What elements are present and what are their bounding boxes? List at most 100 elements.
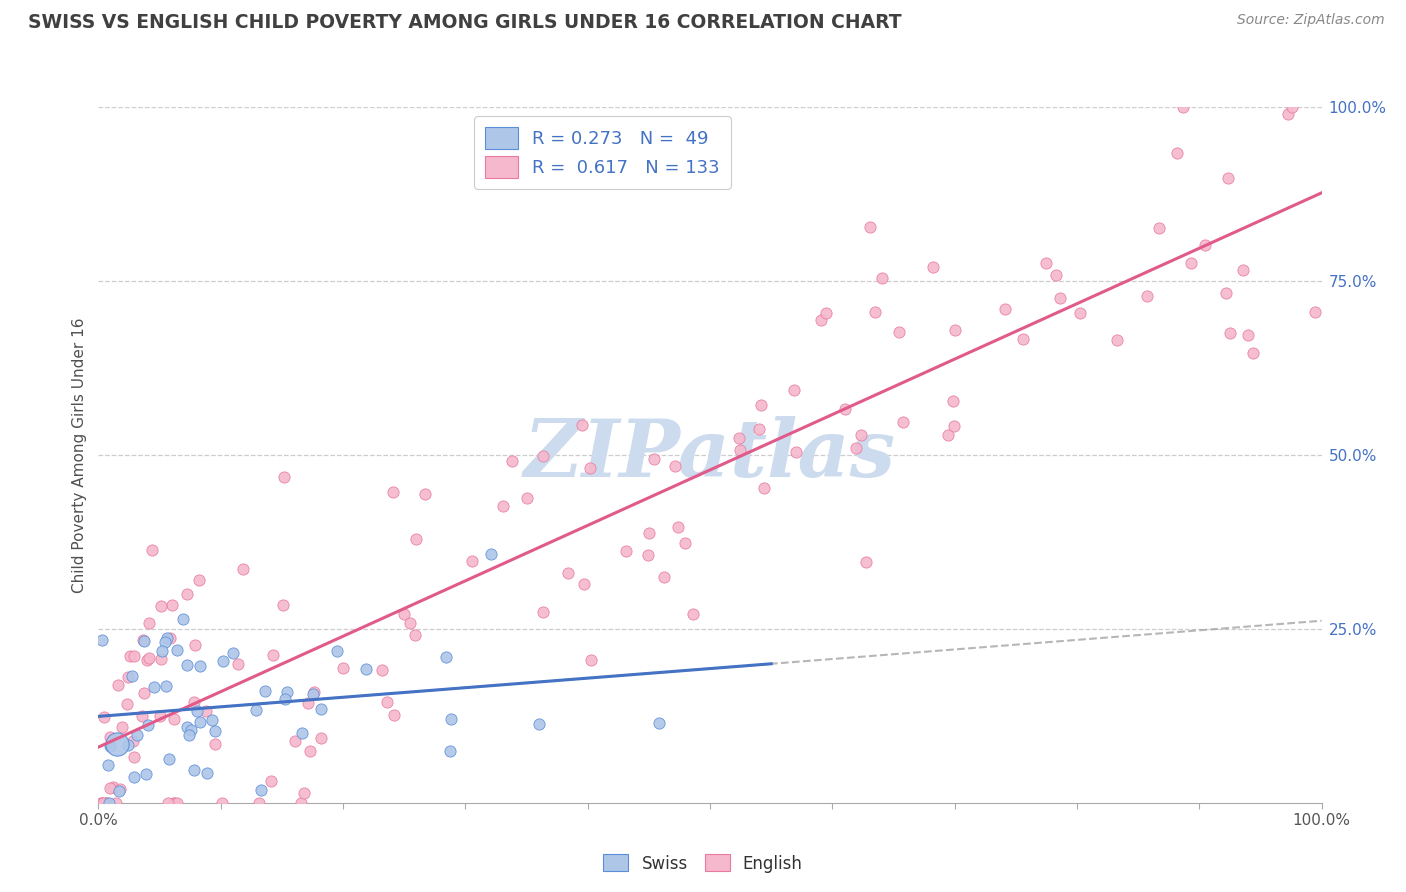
Point [666,520,689,534]
Point [107,678,129,692]
Point [682,607,704,621]
Point [90,796,112,810]
Point [994,301,1017,316]
Point [1012,332,1035,346]
Point [135,767,157,781]
Point [166,643,188,657]
Point [405,532,427,546]
Point [110,721,132,735]
Point [149,709,172,723]
Point [132,686,155,700]
Point [276,684,298,698]
Point [1045,268,1067,282]
Point [810,313,832,327]
Point [664,459,686,474]
Point [150,652,173,666]
Point [122,770,145,784]
Point [274,691,297,706]
Point [1215,285,1237,300]
Point [110,781,132,796]
Point [1147,221,1170,235]
Point [98,796,121,810]
Point [291,725,314,739]
Point [1069,306,1091,320]
Point [138,650,160,665]
Point [936,428,959,442]
Point [943,418,966,433]
Point [942,394,965,409]
Point [249,782,271,797]
Point [226,657,249,672]
Point [162,796,184,810]
Y-axis label: Child Poverty Among Girls Under 16: Child Poverty Among Girls Under 16 [72,318,87,592]
Point [150,644,173,658]
Point [557,566,579,580]
Point [97,758,120,772]
Point [302,685,325,699]
Point [783,383,806,397]
Point [1180,256,1202,270]
Point [614,543,637,558]
Point [332,660,354,674]
Point [754,481,776,495]
Point [132,633,155,648]
Point [943,323,966,337]
Point [922,260,945,275]
Point [859,219,882,234]
Point [399,615,422,630]
Point [136,717,159,731]
Point [434,649,457,664]
Point [785,445,807,459]
Point [1171,100,1194,114]
Point [309,702,332,716]
Point [1303,304,1326,318]
Point [96,796,118,810]
Point [254,683,277,698]
Text: ZIPatlas: ZIPatlas [524,417,896,493]
Point [184,638,207,652]
Point [103,780,125,795]
Point [855,555,877,569]
Point [501,454,523,468]
Point [201,713,224,727]
Point [157,752,180,766]
Point [578,460,600,475]
Point [162,598,184,612]
Point [311,731,333,745]
Point [375,695,398,709]
Point [232,562,254,576]
Point [122,750,145,764]
Point [1194,237,1216,252]
Point [413,487,436,501]
Point [190,658,212,673]
Point [245,703,267,717]
Point [1232,262,1254,277]
Point [381,485,404,500]
Point [440,712,463,726]
Point [180,723,202,737]
Point [849,428,872,442]
Point [159,631,181,645]
Point [105,737,128,751]
Point [105,796,128,810]
Point [91,632,114,647]
Point [195,766,218,780]
Point [118,649,141,664]
Point [1281,100,1303,114]
Point [326,643,349,657]
Point [302,688,325,702]
Point [98,780,121,795]
Legend: R = 0.273   N =  49, R =  0.617   N = 133: R = 0.273 N = 49, R = 0.617 N = 133 [474,116,731,189]
Point [273,470,295,484]
Point [284,734,307,748]
Point [1219,326,1241,340]
Point [527,717,550,731]
Point [115,698,138,712]
Point [155,635,177,649]
Point [156,631,179,645]
Text: Source: ZipAtlas.com: Source: ZipAtlas.com [1237,13,1385,28]
Point [122,734,145,748]
Point [138,616,160,631]
Point [891,415,914,429]
Point [479,547,502,561]
